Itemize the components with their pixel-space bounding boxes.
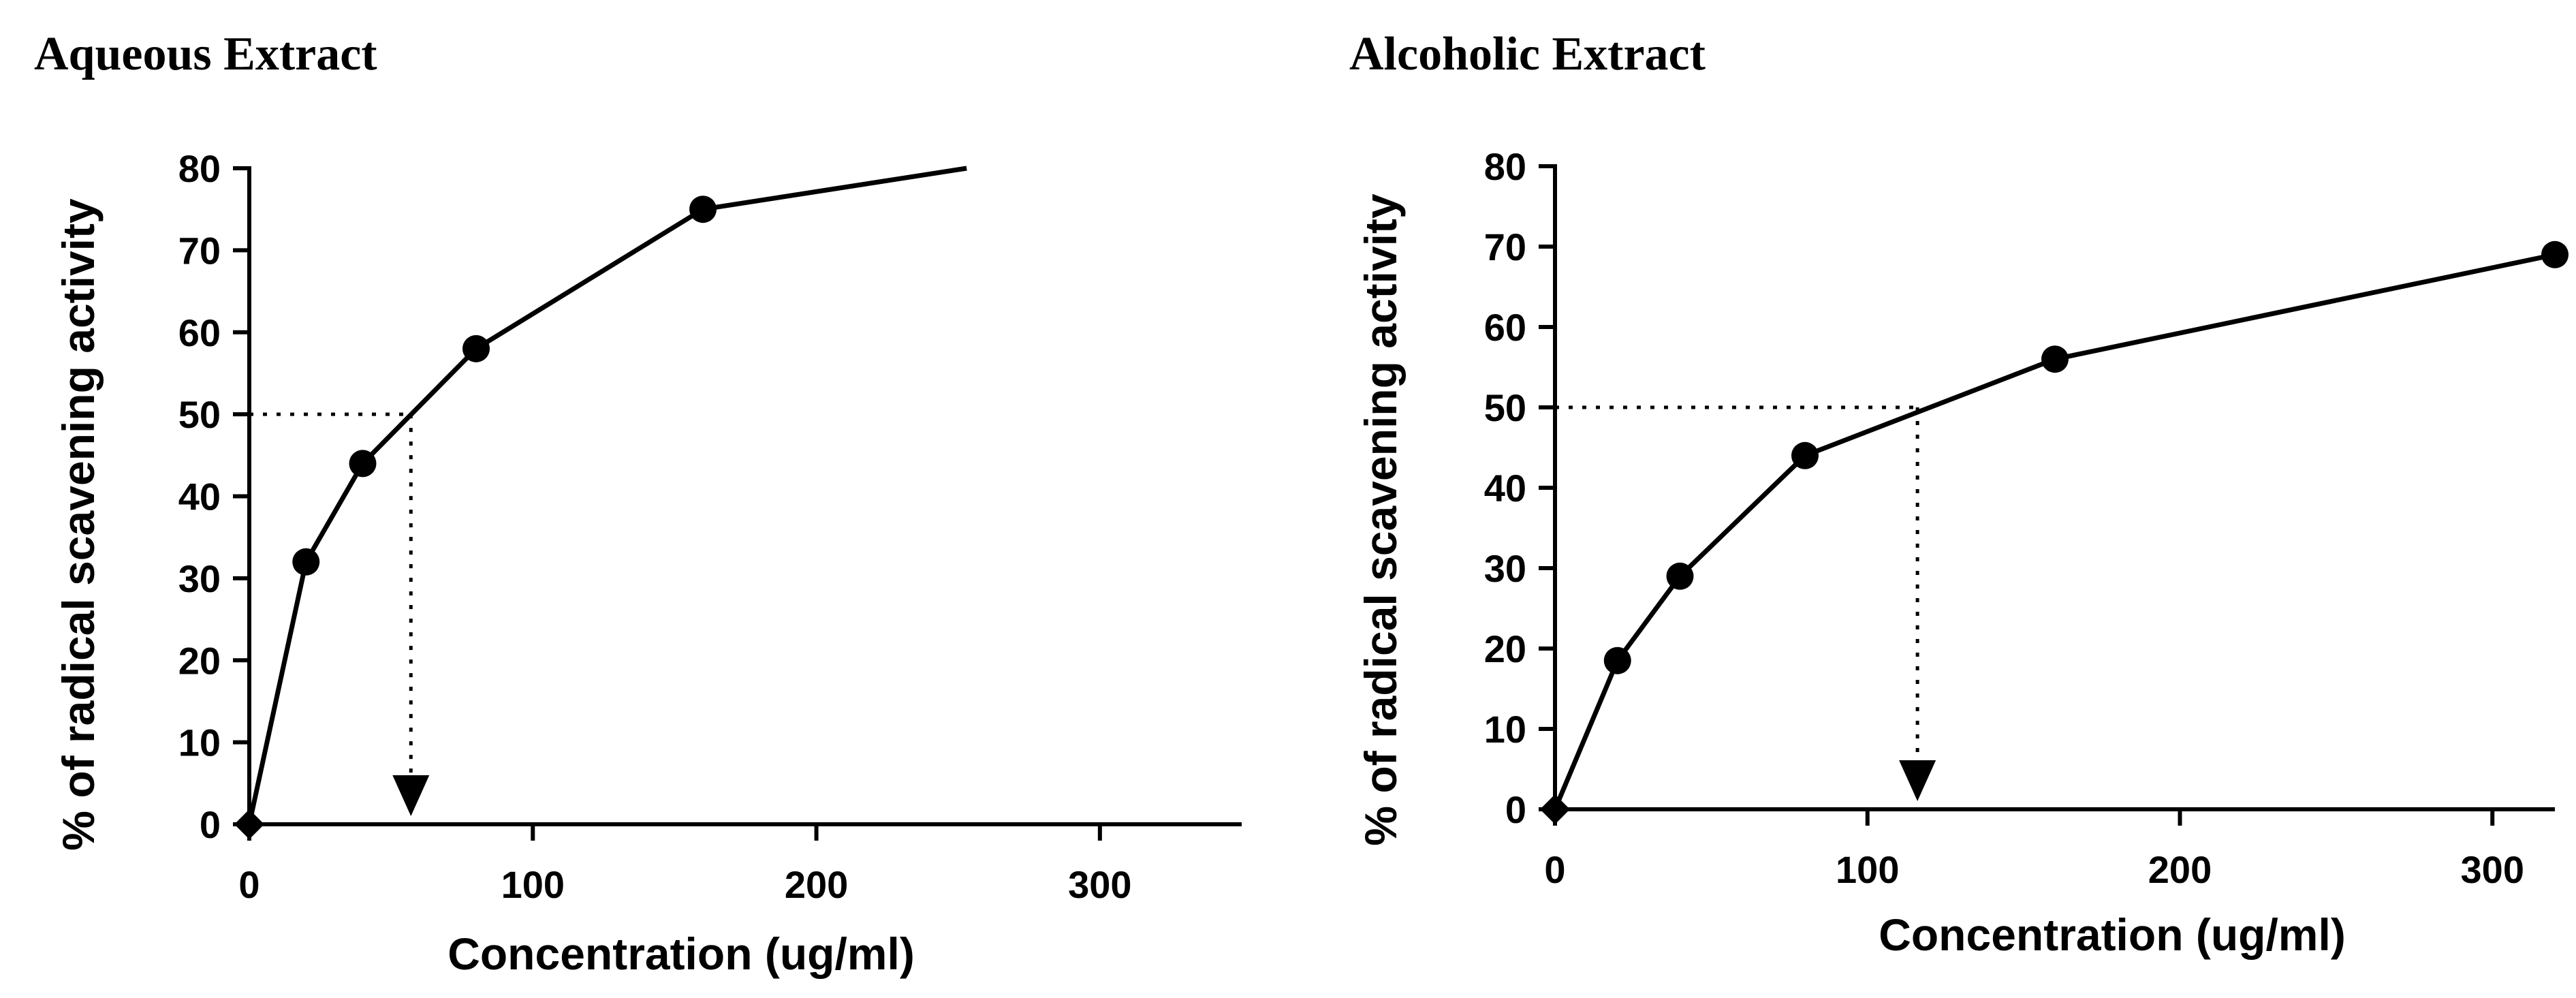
y-tick-label: 10 [178, 721, 221, 764]
y-tick-label: 20 [178, 639, 221, 682]
x-tick-label: 100 [1836, 848, 1899, 891]
aqueous-chart-title: Aqueous Extract [34, 28, 377, 80]
alcoholic-chart-title: Alcoholic Extract [1349, 28, 1706, 80]
y-tick-label: 30 [178, 557, 221, 600]
x-tick-label: 300 [1068, 863, 1131, 906]
y-tick-label: 80 [1484, 145, 1526, 188]
alcoholic-chart-panel: Alcoholic Extract % of radical scavening… [1349, 0, 2576, 998]
ic50-arrowhead [1899, 760, 1936, 801]
x-tick-label: 0 [1544, 848, 1565, 891]
y-tick-label: 50 [178, 393, 221, 436]
data-point-marker [349, 450, 377, 478]
data-point-marker [234, 809, 264, 839]
alcoholic-chart-svg: % of radical scavening activity Concentr… [1355, 145, 2569, 960]
data-point-marker [462, 334, 490, 362]
data-point-marker [689, 196, 717, 223]
y-tick-label: 80 [178, 147, 221, 190]
plot-area: 0 10 20 30 40 50 60 70 80 0 100 200 300 [1484, 145, 2569, 891]
y-tick-label: 20 [1484, 627, 1526, 670]
y-tick-label: 0 [200, 803, 221, 846]
y-axis-title-group: % of radical scavening activity [1355, 193, 1406, 846]
data-point-marker [2541, 240, 2569, 268]
aqueous-chart-svg: % of radical scavening activity Concentr… [53, 147, 1242, 979]
y-tick-label: 60 [178, 311, 221, 354]
y-axis-title: % of radical scavening activity [53, 198, 104, 851]
ic50-arrowhead [392, 775, 430, 816]
y-tick-label: 10 [1484, 708, 1526, 751]
y-tick-label: 70 [178, 229, 221, 272]
data-point-marker [1540, 794, 1570, 824]
data-point-marker [1666, 562, 1694, 590]
y-tick-label: 0 [1505, 788, 1526, 831]
data-point-marker [1791, 441, 1819, 469]
series-line [1552, 252, 2556, 811]
data-point-marker [1603, 646, 1631, 674]
y-tick-label: 60 [1484, 306, 1526, 349]
x-tick-label: 200 [785, 863, 848, 906]
x-tick-label: 200 [2148, 848, 2212, 891]
series-line [247, 166, 967, 825]
x-axis-title: Concentration (ug/ml) [447, 929, 915, 979]
plot-area: 0 10 20 30 40 50 60 70 80 0 100 200 300 [178, 147, 1242, 906]
y-tick-label: 40 [1484, 467, 1526, 510]
y-tick-label: 70 [1484, 225, 1526, 268]
data-point-marker [292, 548, 320, 576]
y-axis-title: % of radical scavening activity [1355, 193, 1406, 846]
x-axis-title: Concentration (ug/ml) [1879, 909, 2346, 960]
data-point-marker [2041, 345, 2069, 373]
x-tick-label: 0 [238, 863, 260, 906]
y-tick-label: 30 [1484, 547, 1526, 590]
aqueous-chart-panel: Aqueous Extract % of radical scavening a… [34, 28, 1242, 979]
y-tick-label: 50 [1484, 386, 1526, 429]
x-tick-label: 100 [501, 863, 565, 906]
y-tick-label: 40 [178, 475, 221, 518]
x-tick-label: 300 [2461, 848, 2524, 891]
y-axis-title-group: % of radical scavening activity [53, 198, 104, 851]
